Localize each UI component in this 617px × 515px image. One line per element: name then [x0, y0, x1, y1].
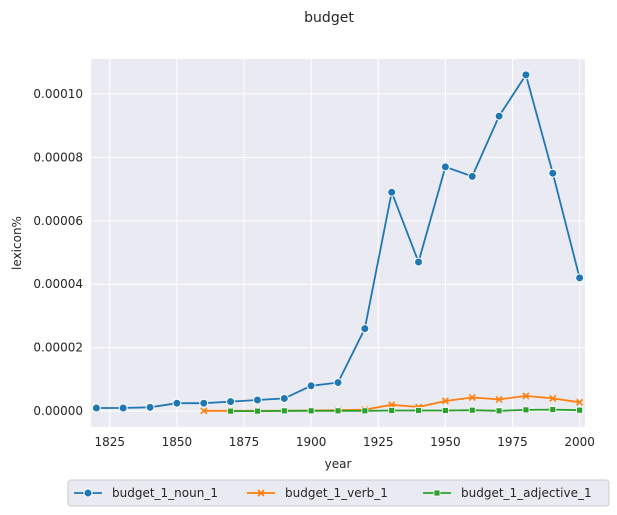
y-tick-label: 0.00000	[33, 404, 83, 418]
y-tick-label: 0.00004	[33, 277, 83, 291]
x-axis-label: year	[325, 457, 352, 471]
data-point	[145, 402, 155, 412]
data-point	[576, 406, 584, 414]
y-tick-label: 0.00002	[33, 341, 83, 355]
data-point	[495, 395, 503, 403]
legend-frame	[67, 479, 610, 507]
data-point	[441, 397, 449, 405]
legend-swatch-marker	[83, 488, 93, 498]
data-point	[227, 407, 235, 415]
data-point	[549, 406, 557, 413]
data-point	[549, 394, 557, 403]
data-point	[440, 162, 450, 172]
data-point	[334, 407, 342, 415]
data-point	[360, 324, 370, 334]
x-tick-labels: 1825 1850 1875 1900 1925 1950 1975 2000	[95, 435, 595, 449]
data-point	[414, 257, 424, 267]
data-point	[280, 407, 288, 415]
legend-label: budget_1_verb_1	[285, 486, 388, 500]
data-point	[279, 393, 289, 403]
series-layer	[91, 70, 585, 415]
data-point	[495, 407, 503, 415]
data-point	[576, 398, 584, 406]
series-line	[230, 408, 580, 413]
data-point	[521, 70, 531, 80]
data-point	[467, 171, 477, 181]
data-point	[200, 407, 208, 415]
y-tick-labels: 0.00000 0.00002 0.00004 0.00006 0.00008 0.000…	[33, 87, 83, 418]
legend: budget_1_noun_1 budget_1_verb_1 budget_1_a…	[67, 479, 610, 507]
legend-entry: budget_1_noun_1	[74, 486, 218, 500]
data-point	[254, 407, 261, 415]
series-budget_1_noun_1	[91, 70, 585, 413]
legend-label: budget_1_noun_1	[112, 486, 218, 500]
legend-swatch-marker	[257, 489, 265, 497]
data-point	[415, 407, 422, 414]
data-point	[575, 273, 585, 283]
data-point	[522, 406, 530, 414]
data-point	[441, 407, 449, 414]
legend-entry: budget_1_verb_1	[247, 486, 388, 500]
y-tick-label: 0.00008	[33, 150, 83, 164]
chart-title: budget	[304, 10, 354, 26]
data-point	[307, 407, 315, 415]
x-tick-label: 2000	[564, 435, 595, 449]
x-tick-label: 1850	[162, 435, 193, 449]
x-tick-label: 1825	[95, 435, 126, 449]
y-axis-label: lexicon%	[10, 216, 24, 270]
legend-swatch-marker	[433, 489, 441, 497]
x-tick-label: 1900	[296, 435, 327, 449]
grid	[91, 59, 585, 427]
x-tick-label: 1875	[229, 435, 260, 449]
y-tick-label: 0.00010	[33, 87, 83, 101]
data-point	[91, 403, 101, 413]
data-point	[361, 407, 369, 415]
x-tick-label: 1975	[497, 435, 528, 449]
legend-label: budget_1_adjective_1	[461, 486, 592, 500]
data-point	[548, 168, 558, 178]
x-tick-label: 1950	[430, 435, 461, 449]
data-point	[306, 381, 316, 391]
y-tick-label: 0.00006	[33, 214, 83, 228]
data-point	[494, 111, 504, 121]
data-point	[333, 378, 343, 388]
legend-entry: budget_1_adjective_1	[423, 486, 592, 500]
data-point	[387, 187, 397, 197]
series-budget_1_adjective_1	[227, 406, 584, 415]
data-point	[388, 407, 396, 414]
data-point	[468, 393, 476, 402]
x-tick-label: 1925	[363, 435, 394, 449]
data-point	[172, 398, 182, 408]
data-point	[199, 398, 209, 408]
data-point	[388, 401, 396, 409]
data-point	[226, 397, 236, 407]
data-point	[522, 392, 530, 400]
data-point	[468, 406, 476, 414]
plot-area	[91, 59, 585, 427]
data-point	[252, 395, 262, 405]
data-point	[118, 403, 128, 413]
